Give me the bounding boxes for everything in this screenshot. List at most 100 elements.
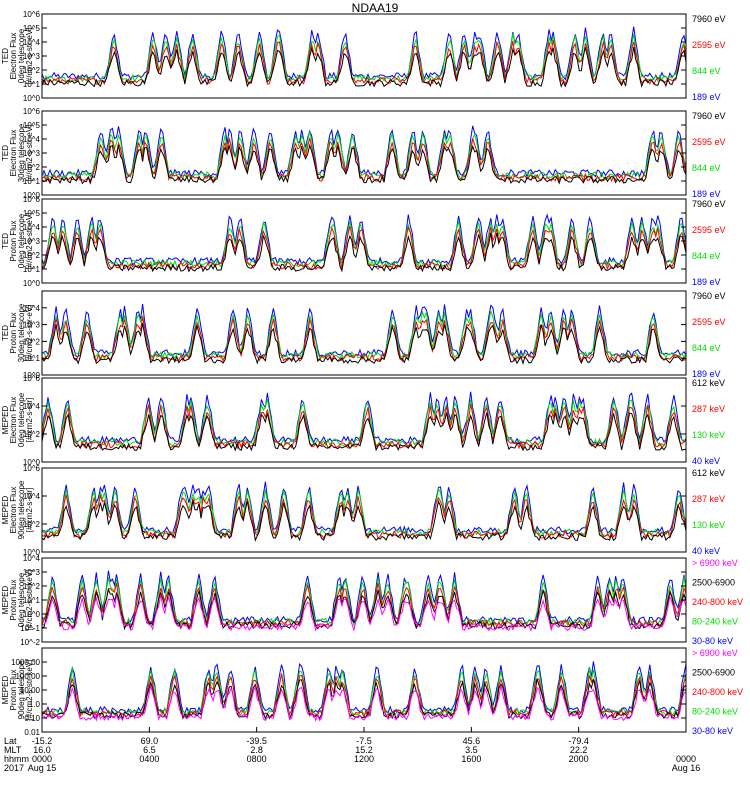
y-tick-label: 10^5: [23, 24, 41, 33]
y-tick-label: 1000.00: [11, 658, 40, 667]
y-tick-label: 10^5: [23, 121, 41, 130]
legend-entry: 130 keV: [692, 430, 725, 440]
y-axis-label: Electron Flux: [9, 397, 18, 444]
legend-entry: 844 eV: [692, 343, 721, 353]
y-tick-label: 10^0: [23, 458, 41, 467]
legend-entry: 7960 eV: [692, 291, 726, 301]
x-tick-label: 22.2: [570, 745, 588, 755]
x-tick-label: 2000: [569, 754, 589, 764]
series-287-kev: [41, 403, 687, 450]
y-tick-label: 10^6: [23, 374, 41, 383]
y-tick-label: 10^2: [23, 251, 41, 260]
legend-entry: 2595 eV: [692, 317, 726, 327]
y-axis-label: MEPED: [1, 676, 10, 705]
y-axis-label: 0deg telescope: [17, 572, 26, 627]
series--6900-kev: [41, 594, 687, 632]
legend-entry: 40 keV: [692, 546, 720, 556]
series-612-kev: [41, 412, 687, 452]
x-tick-label: 0000: [676, 754, 696, 764]
y-tick-label: 10^2: [23, 337, 41, 346]
y-axis-label: 90deg telescope: [17, 660, 26, 719]
y-tick-label: 10^1: [23, 596, 41, 605]
y-tick-label: 10^-1: [20, 624, 40, 633]
legend-entry: 240-800 keV: [692, 687, 743, 697]
x-row-label: 2017: [4, 763, 24, 773]
panel-3: 10^0 10^1 10^2 10^3 10^4 TED Proton Flux 30deg …: [1, 290, 726, 380]
series-287-kev: [41, 493, 687, 540]
series--6900-kev: [41, 684, 687, 722]
legend-entry: 287 keV: [692, 404, 725, 414]
chart-title: NDAA19: [351, 1, 399, 15]
series-2595-ev: [41, 39, 687, 86]
x-tick-label: 16.0: [33, 745, 51, 755]
x-row-label: hhmm: [4, 754, 29, 764]
legend-entry: 844 eV: [692, 163, 721, 173]
y-axis-label: Electron Flux: [9, 33, 18, 80]
legend-entry: 189 eV: [692, 277, 721, 287]
y-axis-label: MEPED: [1, 496, 10, 525]
y-axis-label: 0deg telescope: [17, 213, 26, 268]
y-axis-label: 0deg telescope: [17, 28, 26, 83]
y-tick-label: 10^4: [23, 38, 41, 47]
y-tick-label: 10^1: [23, 80, 41, 89]
y-axis-label: Proton Flux: [9, 670, 18, 711]
y-tick-label: 10^0: [23, 548, 41, 557]
y-tick-label: 0.10: [24, 714, 40, 723]
series-844-ev: [41, 33, 687, 84]
series-40-kev: [41, 391, 687, 445]
y-axis-label: [#/cm2-s-str-eV]: [25, 305, 34, 362]
y-tick-label: 10^6: [23, 464, 41, 473]
x-tick-label: -39.5: [246, 736, 267, 746]
x-tick-label: 2.8: [250, 745, 263, 755]
panel-4: 10^0 10^2 10^4 10^6 MEPED Electron Flux 0deg t…: [1, 374, 725, 467]
x-tick-label: 69.0: [141, 736, 159, 746]
y-axis-label: TED: [1, 48, 10, 64]
legend-entry: 130 keV: [692, 520, 725, 530]
y-tick-label: 10^5: [23, 209, 41, 218]
x-tick-label: Aug 16: [672, 763, 701, 773]
y-tick-label: 10^0: [23, 610, 41, 619]
y-tick-label: 10^2: [23, 430, 41, 439]
series-7960-ev: [41, 46, 687, 88]
x-tick-label: 6.5: [143, 745, 156, 755]
series-7960-ev: [41, 322, 687, 365]
series-844-ev: [41, 310, 687, 361]
series-2500-6900: [41, 678, 687, 721]
y-axis-label: TED: [1, 145, 10, 161]
y-axis-label: [#/cm2-s-str-eV]: [25, 28, 34, 85]
y-tick-label: 10^4: [23, 304, 41, 313]
y-axis-label: Proton Flux: [9, 313, 18, 354]
panel-0: 10^0 10^1 10^2 10^3 10^4 10^5 10^6 TED Electron …: [1, 10, 726, 103]
y-tick-label: 10^3: [23, 321, 41, 330]
y-axis-label: 0deg telescope: [17, 392, 26, 447]
legend-entry: 30-80 keV: [692, 636, 733, 646]
y-tick-label: 10^-2: [20, 638, 40, 647]
y-tick-label: 10^4: [23, 492, 41, 501]
series-189-ev: [41, 303, 687, 358]
panel-5: 10^0 10^2 10^4 10^6 MEPED Electron Flux 90deg …: [1, 464, 725, 557]
x-tick-label: 45.6: [463, 736, 481, 746]
y-tick-label: 10^4: [23, 223, 41, 232]
x-tick-label: 3.5: [465, 745, 478, 755]
y-axis-label: TED: [1, 325, 10, 341]
y-axis-label: MEPED: [1, 586, 10, 615]
y-axis-label: TED: [1, 233, 10, 249]
legend-entry: 2595 eV: [692, 225, 726, 235]
y-tick-label: 10^0: [23, 371, 41, 380]
x-tick-label: -79.4: [568, 736, 589, 746]
series-240-800-kev: [41, 673, 687, 719]
y-axis-label: 30deg telescope: [17, 303, 26, 362]
y-axis-label: [#/cm2-s-str-eV]: [25, 213, 34, 270]
y-tick-label: 10^1: [23, 265, 41, 274]
y-tick-label: 10^2: [23, 520, 41, 529]
y-tick-label: 1.0: [29, 700, 41, 709]
y-tick-label: 10^4: [23, 402, 41, 411]
x-tick-label: 0400: [139, 754, 159, 764]
x-tick-label: -15.2: [32, 736, 53, 746]
legend-entry: 2500-6900: [692, 668, 735, 678]
y-tick-label: 0.01: [24, 728, 40, 737]
series-612-kev: [41, 499, 687, 542]
series-2595-ev: [41, 137, 687, 183]
